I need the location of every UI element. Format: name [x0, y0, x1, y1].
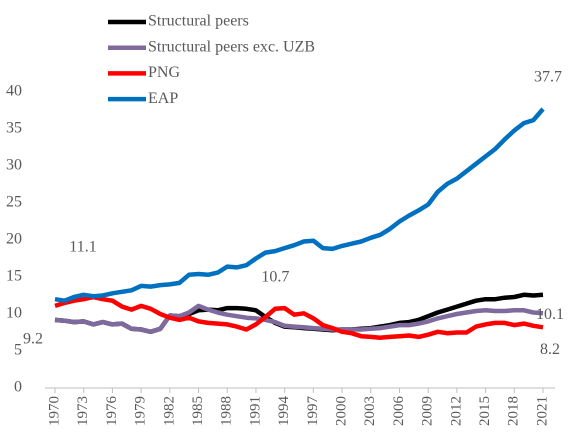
x-tick-label: 2021	[534, 396, 550, 426]
data-label: 11.1	[69, 239, 96, 256]
series-line	[54, 294, 544, 340]
data-label: 10.7	[261, 268, 289, 285]
data-label: 8.2	[540, 341, 560, 358]
y-tick-label: 15	[6, 268, 22, 285]
y-tick-label: 5	[14, 342, 22, 359]
legend-label: EAP	[148, 90, 178, 107]
x-tick-label: 1973	[75, 396, 91, 426]
series-line	[54, 107, 545, 303]
x-tick-label: 2003	[362, 396, 378, 426]
x-tick-label: 1994	[276, 396, 292, 427]
x-tick-label: 2012	[448, 396, 464, 426]
y-tick-label: 35	[6, 120, 22, 137]
y-tick-label: 30	[6, 157, 22, 174]
y-tick-label: 0	[14, 379, 22, 396]
legend-label: Structural peers	[148, 13, 249, 30]
x-tick-label: 1976	[104, 396, 120, 427]
y-tick-label: 40	[6, 83, 22, 100]
x-tick-label: 1991	[247, 396, 263, 426]
x-tick-label: 1997	[305, 396, 321, 427]
x-tick-label: 1988	[219, 396, 235, 426]
y-tick-label: 20	[6, 231, 22, 248]
data-label: 37.7	[534, 69, 562, 86]
x-tick-label: 2015	[477, 396, 493, 426]
legend-label: PNG	[148, 64, 180, 81]
x-tick-label: 2018	[506, 396, 522, 426]
x-tick-label: 1979	[133, 396, 149, 426]
legend-label: Structural peers exc. UZB	[148, 38, 315, 55]
x-tick-label: 1985	[190, 396, 206, 426]
y-tick-label: 25	[6, 194, 22, 211]
x-tick-label: 1970	[46, 396, 62, 426]
y-tick-label: 10	[6, 305, 22, 322]
data-label: 10.1	[536, 306, 564, 323]
data-label: 9.2	[23, 331, 43, 348]
x-tick-label: 2006	[391, 396, 407, 427]
series-line	[54, 303, 544, 335]
x-tick-label: 2009	[420, 396, 436, 426]
x-tick-label: 2000	[333, 396, 349, 426]
x-tick-label: 1982	[161, 396, 177, 426]
